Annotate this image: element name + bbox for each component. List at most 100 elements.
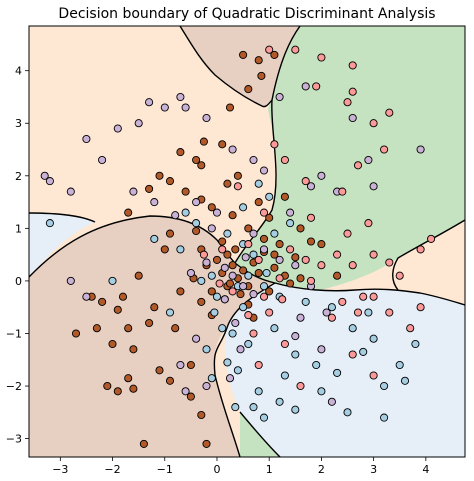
data-point-brown (218, 140, 227, 149)
data-point-red (244, 240, 253, 249)
data-point-purple (369, 182, 378, 191)
data-point-red (343, 98, 352, 107)
data-point-brown (103, 381, 112, 391)
region-blue-lower-right (224, 283, 465, 457)
data-point-blue (181, 208, 190, 217)
data-point-brown (239, 266, 248, 275)
data-point-purple (236, 345, 245, 354)
data-point-red (359, 292, 368, 301)
data-point-brown (165, 177, 175, 186)
data-point-brown (145, 184, 154, 193)
data-point-brown (165, 229, 175, 238)
data-point-blue (249, 403, 258, 412)
data-point-brown (254, 198, 263, 207)
data-point-red (254, 360, 263, 370)
data-point-purple (291, 332, 300, 341)
data-point-brown (197, 161, 206, 170)
data-point-red (280, 339, 289, 349)
data-point-purple (207, 224, 216, 233)
x-tick-label: 4 (422, 463, 429, 476)
data-point-brown (259, 234, 269, 243)
data-point-brown (239, 50, 248, 59)
data-point-brown (113, 387, 122, 396)
data-point-brown (199, 137, 208, 146)
data-point-purple (160, 103, 169, 112)
data-point-purple (66, 187, 75, 196)
y-tick-label: 0 (15, 275, 22, 288)
data-point-red (275, 274, 284, 283)
data-point-blue (270, 324, 279, 333)
x-tick-label: −1 (157, 463, 173, 476)
data-point-purple (348, 113, 357, 123)
data-point-brown (155, 171, 164, 180)
data-point-brown (207, 287, 216, 296)
data-point-blue (239, 203, 248, 212)
data-point-brown (145, 318, 154, 328)
data-point-brown (228, 211, 237, 220)
data-point-purple (98, 155, 107, 165)
data-point-blue (233, 366, 242, 375)
data-point-purple (220, 263, 229, 272)
x-tick-label: 2 (318, 463, 325, 476)
boundary-line (29, 212, 96, 223)
data-point-red (270, 140, 279, 149)
x-tick-label: −2 (104, 463, 120, 476)
x-tick-label: 1 (266, 463, 273, 476)
data-point-brown (280, 192, 289, 201)
data-point-brown (181, 187, 190, 196)
data-point-red (406, 324, 415, 333)
x-tick-label: 3 (370, 463, 377, 476)
data-point-red (395, 271, 404, 280)
data-point-purple (239, 282, 248, 291)
data-point-blue (301, 297, 310, 306)
data-point-brown (218, 237, 227, 246)
data-point-blue (312, 360, 321, 370)
data-point-purple (231, 318, 240, 328)
x-axis: −3 −2 −1 0 1 2 3 4 (52, 457, 429, 476)
data-point-blue (239, 303, 248, 312)
data-point-red (364, 219, 373, 228)
data-point-red (348, 61, 357, 70)
data-point-blue (343, 408, 352, 417)
data-point-brown (254, 268, 263, 278)
data-point-blue (364, 308, 373, 317)
data-point-red (199, 250, 208, 259)
data-point-red (416, 303, 425, 312)
data-point-blue (333, 368, 342, 377)
data-point-red (249, 329, 258, 338)
data-point-purple (145, 98, 154, 107)
data-point-purple (296, 313, 305, 322)
data-point-blue (212, 292, 222, 301)
data-point-red (259, 208, 269, 217)
data-point-blue (369, 334, 378, 343)
data-point-red (265, 45, 274, 54)
data-point-red (369, 371, 378, 380)
data-point-blue (207, 271, 216, 280)
data-point-purple (317, 345, 326, 354)
data-point-red (348, 350, 357, 359)
data-point-blue (262, 268, 271, 278)
data-point-brown (231, 245, 240, 254)
data-point-blue (244, 271, 253, 280)
data-point-purple (113, 124, 122, 133)
data-point-brown (236, 290, 245, 299)
data-point-red (353, 308, 363, 317)
data-point-blue (395, 360, 404, 370)
data-point-blue (359, 347, 368, 356)
data-point-red (301, 177, 310, 186)
data-point-purple (286, 208, 295, 217)
data-point-brown (265, 213, 274, 222)
data-point-purple (150, 198, 159, 207)
data-point-blue (286, 219, 295, 228)
data-point-purple (291, 261, 300, 270)
data-point-red (380, 145, 389, 154)
data-point-red (244, 311, 253, 320)
data-point-red (327, 313, 336, 322)
data-point-purple (228, 145, 237, 154)
data-point-brown (155, 366, 164, 375)
data-point-red (228, 287, 237, 296)
data-point-blue (254, 387, 263, 396)
data-point-brown (108, 339, 117, 349)
data-point-blue (327, 303, 336, 312)
data-point-brown (223, 179, 232, 188)
